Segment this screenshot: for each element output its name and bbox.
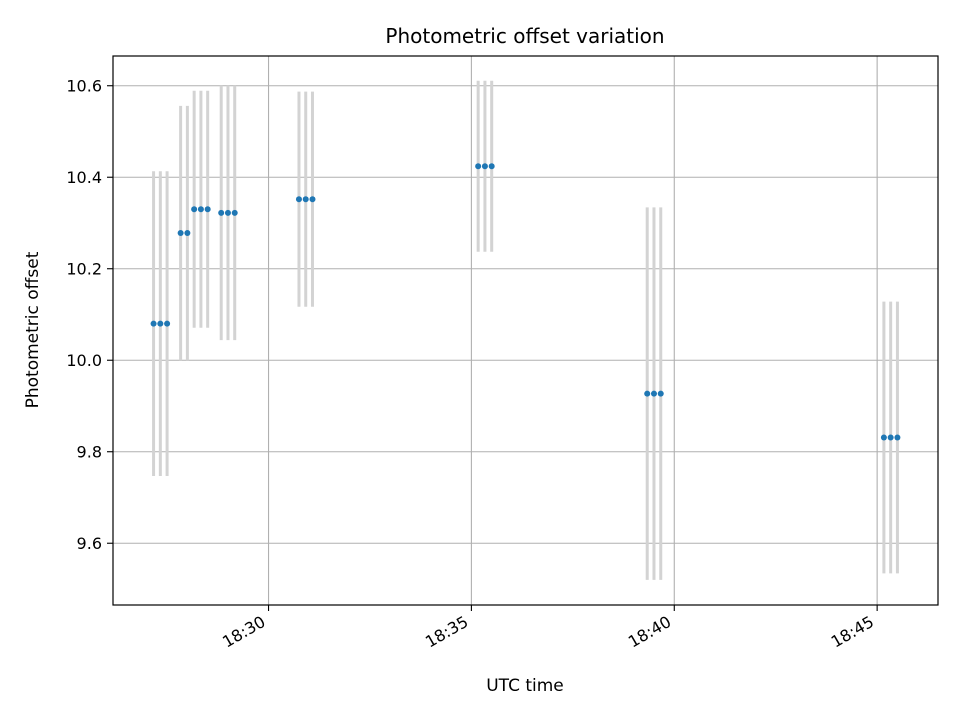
y-tick-label: 9.8 bbox=[77, 443, 102, 462]
data-point bbox=[184, 230, 191, 237]
y-axis-title: Photometric offset bbox=[23, 251, 43, 408]
y-tick-label: 10.4 bbox=[66, 168, 102, 187]
data-point bbox=[295, 196, 302, 203]
y-tick-label: 9.6 bbox=[77, 534, 102, 553]
data-point bbox=[197, 206, 204, 213]
data-point bbox=[475, 163, 482, 170]
data-point bbox=[302, 196, 309, 203]
data-point bbox=[481, 163, 488, 170]
data-point bbox=[880, 434, 887, 441]
grid bbox=[113, 56, 938, 605]
data-point bbox=[204, 206, 211, 213]
data-point bbox=[191, 206, 198, 213]
data-point bbox=[164, 320, 171, 327]
data-point bbox=[657, 390, 664, 397]
data-point bbox=[150, 320, 157, 327]
data-point bbox=[488, 163, 495, 170]
data-point bbox=[231, 209, 238, 216]
x-axis-title: UTC time bbox=[486, 676, 564, 696]
data-point bbox=[309, 196, 316, 203]
data-point bbox=[887, 434, 894, 441]
data-point bbox=[894, 434, 901, 441]
chart-title: Photometric offset variation bbox=[385, 24, 664, 48]
data-point bbox=[644, 390, 651, 397]
y-tick-label: 10.2 bbox=[66, 260, 102, 279]
data-point bbox=[157, 320, 164, 327]
data-point bbox=[218, 209, 225, 216]
data-point bbox=[650, 390, 657, 397]
y-tick-label: 10.0 bbox=[66, 351, 102, 370]
data-points bbox=[150, 163, 901, 441]
data-point bbox=[224, 209, 231, 216]
plot-area-frame bbox=[112, 55, 939, 606]
y-axis-ticks: 9.6 9.8 10.0 10.2 10.4 10.6 bbox=[66, 77, 113, 553]
data-point bbox=[177, 230, 184, 237]
y-tick-label: 10.6 bbox=[66, 77, 102, 96]
